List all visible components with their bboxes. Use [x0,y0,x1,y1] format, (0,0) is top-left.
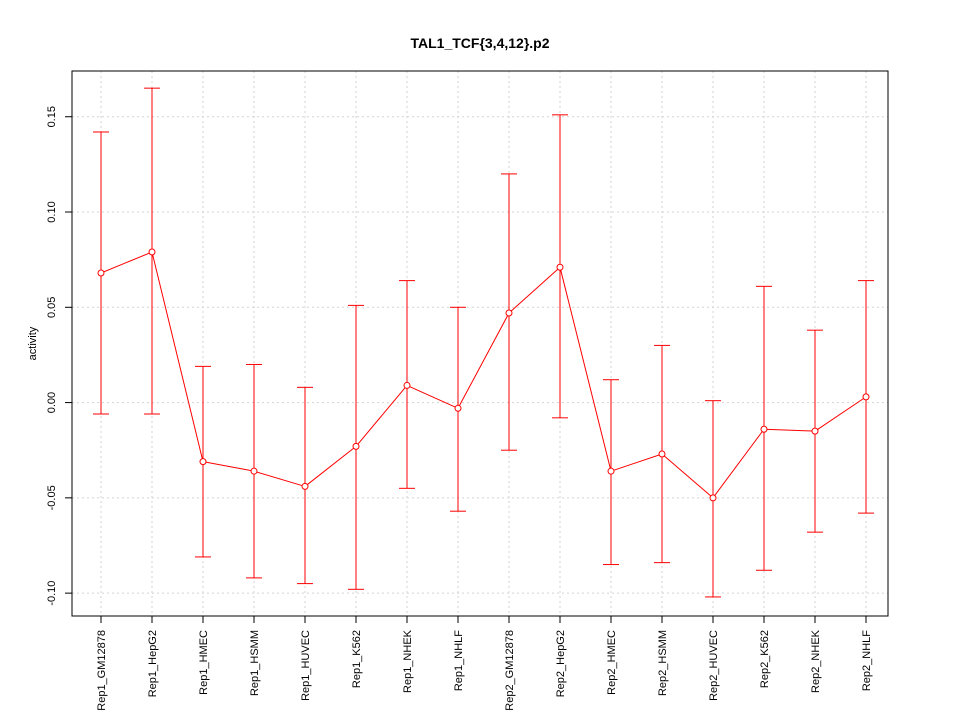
data-point [556,263,564,271]
series-line-segment [508,266,561,314]
series-line-segment [763,428,816,432]
x-tick-label: Rep2_HMEC [606,630,618,695]
y-tick-label: -0.05 [46,485,58,510]
x-tick-label: Rep2_NHEK [810,629,822,693]
data-point [658,450,666,458]
data-point [505,309,513,317]
data-point [709,494,717,502]
data-point [862,393,870,401]
series-line-segment [355,385,408,447]
series-line-segment [661,453,714,499]
x-tick-label: Rep2_HSMM [657,630,669,696]
x-tick-label: Rep2_NHLF [861,630,873,691]
x-tick-label: Rep1_HSMM [249,630,261,696]
x-tick-label: Rep2_K562 [759,630,771,688]
x-tick-label: Rep2_HepG2 [555,630,567,697]
y-axis-label: activity [27,326,39,360]
x-tick-label: Rep1_HepG2 [147,630,159,697]
y-tick-label: 0.10 [46,201,58,222]
data-point [97,269,105,277]
x-tick-label: Rep2_HUVEC [708,630,720,701]
data-point [199,458,207,466]
x-tick-label: Rep1_GM12878 [96,630,108,711]
x-tick-label: Rep2_GM12878 [504,630,516,711]
data-point [301,482,309,490]
data-point [403,381,411,389]
data-point [454,404,462,412]
series-line-segment [100,251,153,274]
y-tick-label: 0.05 [46,297,58,318]
grid [72,71,888,616]
y-tick-label: 0.00 [46,392,58,413]
data-series [93,87,874,598]
series-line-segment [610,453,663,472]
x-tick-label: Rep1_NHLF [453,630,465,691]
x-axis: Rep1_GM12878 Rep1_HepG2 Rep1_HMEC Rep1_HSMM… [96,616,873,711]
series-line-segment [712,428,765,499]
data-point [352,442,360,450]
series-line-segment [559,267,612,472]
y-tick-label: 0.15 [46,106,58,127]
data-point [811,427,819,435]
series-line-segment [814,396,867,432]
x-tick-label: Rep1_NHEK [402,629,414,693]
series-line-segment [457,312,510,409]
series-line-segment [151,251,204,462]
x-tick-label: Rep1_HMEC [198,630,210,695]
x-tick-label: Rep1_K562 [351,630,363,688]
series-line-segment [304,446,357,487]
x-tick-label: Rep1_HUVEC [300,630,312,701]
series-line-segment [202,461,255,472]
data-point [760,425,768,433]
data-point [148,248,156,256]
data-point [607,467,615,475]
data-point [250,467,258,475]
y-tick-label: -0.10 [46,581,58,606]
plot-frame [71,70,889,617]
series-line-segment [253,470,306,487]
y-axis: -0.10 -0.05 0.00 0.05 0.10 0.15 [46,106,72,606]
series-line-segment [406,384,459,409]
chart-title: TAL1_TCF{3,4,12}.p2 [410,35,549,51]
